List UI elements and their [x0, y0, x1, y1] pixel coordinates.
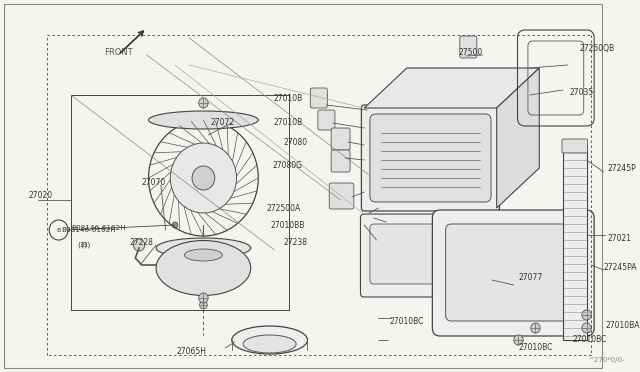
Circle shape [133, 239, 145, 251]
FancyBboxPatch shape [310, 88, 327, 108]
Ellipse shape [184, 249, 222, 261]
Text: 27070: 27070 [141, 177, 166, 186]
Circle shape [198, 98, 208, 108]
Text: 27238: 27238 [284, 237, 307, 247]
FancyBboxPatch shape [318, 110, 335, 130]
Text: 27080G: 27080G [273, 160, 303, 170]
Text: 27020: 27020 [28, 190, 52, 199]
Text: B: B [56, 228, 61, 232]
Text: 27228: 27228 [129, 237, 153, 247]
Text: B08146-6162H: B08146-6162H [61, 227, 116, 233]
Polygon shape [497, 68, 540, 208]
Text: 27077: 27077 [518, 273, 543, 282]
FancyBboxPatch shape [370, 114, 491, 202]
Text: 27072: 27072 [211, 118, 235, 126]
Ellipse shape [156, 241, 251, 295]
FancyBboxPatch shape [433, 210, 594, 336]
Text: 272500A: 272500A [267, 203, 301, 212]
Text: 27010BC: 27010BC [572, 336, 607, 344]
Polygon shape [364, 68, 540, 108]
Circle shape [172, 222, 178, 228]
Circle shape [514, 335, 523, 345]
Text: 27500: 27500 [458, 48, 483, 57]
Text: ^270*0/0-: ^270*0/0- [588, 357, 625, 363]
Circle shape [200, 301, 207, 309]
Ellipse shape [148, 111, 259, 129]
Text: (3): (3) [81, 242, 91, 248]
Text: 27080: 27080 [284, 138, 307, 147]
FancyBboxPatch shape [445, 224, 580, 321]
FancyBboxPatch shape [331, 128, 350, 150]
Text: 27010BA: 27010BA [605, 321, 640, 330]
Text: FRONT: FRONT [104, 48, 132, 57]
Circle shape [582, 310, 591, 320]
FancyBboxPatch shape [329, 183, 354, 209]
FancyBboxPatch shape [370, 224, 458, 284]
FancyBboxPatch shape [360, 214, 472, 297]
FancyBboxPatch shape [362, 105, 500, 211]
Text: B08146-6162H: B08146-6162H [71, 225, 125, 231]
FancyBboxPatch shape [331, 150, 350, 172]
Text: 27010BB: 27010BB [270, 221, 305, 230]
Bar [563, 145, 587, 340]
Ellipse shape [156, 238, 251, 258]
Text: 27021: 27021 [607, 234, 632, 243]
Text: (3): (3) [77, 242, 88, 248]
Text: 27010BC: 27010BC [518, 343, 553, 353]
Text: 27010B: 27010B [273, 118, 303, 126]
Text: 27035: 27035 [570, 87, 594, 96]
Text: 27245P: 27245P [607, 164, 636, 173]
Text: 27245PA: 27245PA [604, 263, 637, 273]
Text: 27010BC: 27010BC [390, 317, 424, 327]
Circle shape [198, 293, 208, 303]
Ellipse shape [232, 326, 307, 354]
Circle shape [170, 143, 237, 213]
FancyBboxPatch shape [460, 36, 477, 58]
Text: 27250QB: 27250QB [579, 44, 614, 52]
Text: 27010B: 27010B [273, 93, 303, 103]
Circle shape [531, 323, 540, 333]
FancyBboxPatch shape [562, 139, 588, 153]
Ellipse shape [243, 335, 296, 353]
Text: 27065H: 27065H [176, 347, 206, 356]
Circle shape [192, 166, 215, 190]
Circle shape [582, 323, 591, 333]
